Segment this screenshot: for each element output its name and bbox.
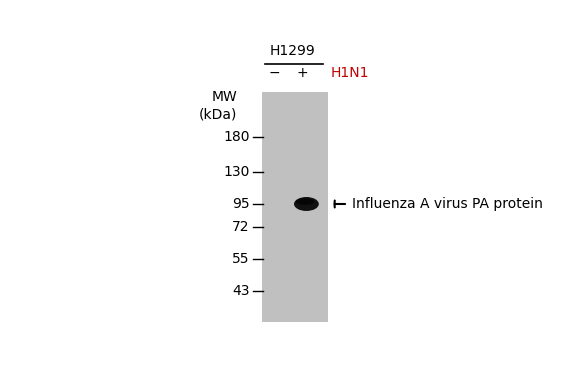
Ellipse shape — [296, 198, 314, 205]
Text: 72: 72 — [232, 220, 250, 234]
Text: 55: 55 — [232, 252, 250, 266]
Text: MW
(kDa): MW (kDa) — [199, 90, 237, 122]
Bar — [262, 92, 328, 322]
Text: 95: 95 — [232, 197, 250, 211]
Text: 43: 43 — [232, 284, 250, 298]
Text: H1299: H1299 — [270, 45, 316, 59]
Ellipse shape — [294, 197, 319, 211]
Text: H1N1: H1N1 — [331, 66, 369, 80]
Text: −: − — [269, 66, 281, 80]
Text: 180: 180 — [223, 130, 250, 144]
Text: 130: 130 — [223, 165, 250, 179]
Text: +: + — [297, 66, 308, 80]
Text: Influenza A virus PA protein: Influenza A virus PA protein — [353, 197, 543, 211]
